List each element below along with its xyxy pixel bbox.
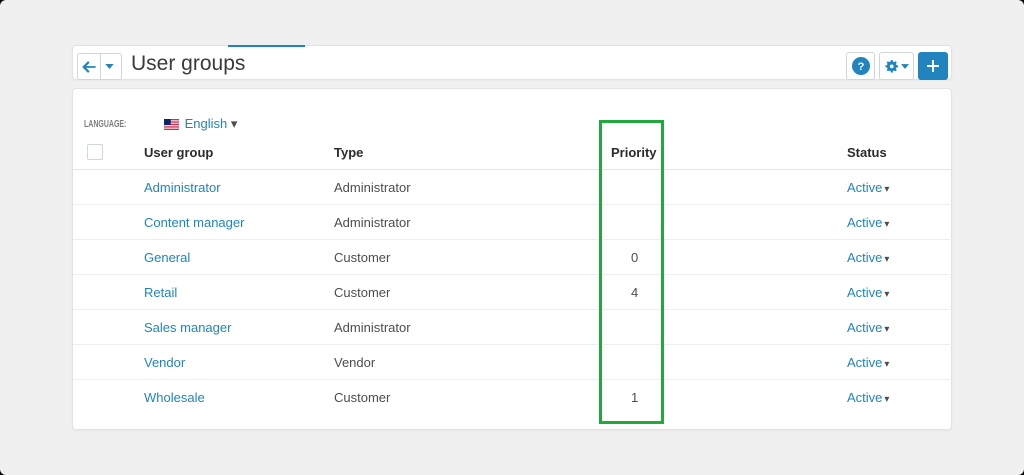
svg-text:?: ?	[857, 61, 864, 73]
